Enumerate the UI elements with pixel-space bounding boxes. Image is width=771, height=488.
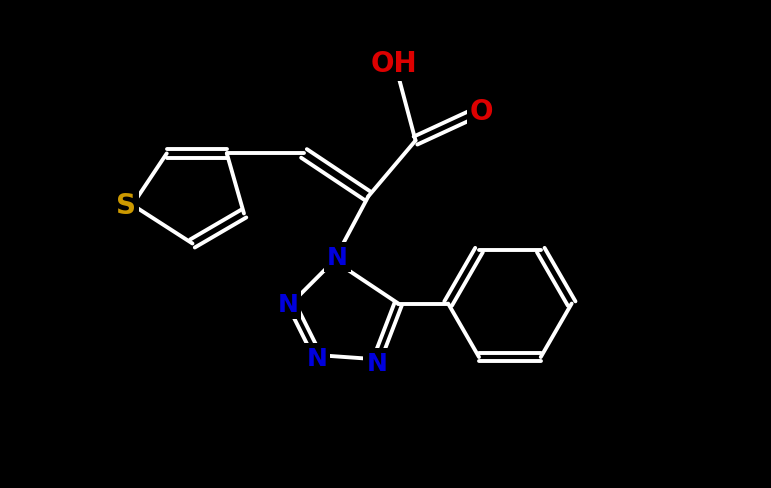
Text: N: N [278,292,298,316]
Text: S: S [116,191,136,220]
Text: O: O [470,98,493,126]
Text: N: N [366,351,387,375]
Text: N: N [306,347,328,371]
Text: OH: OH [371,50,417,78]
Text: N: N [327,246,348,270]
